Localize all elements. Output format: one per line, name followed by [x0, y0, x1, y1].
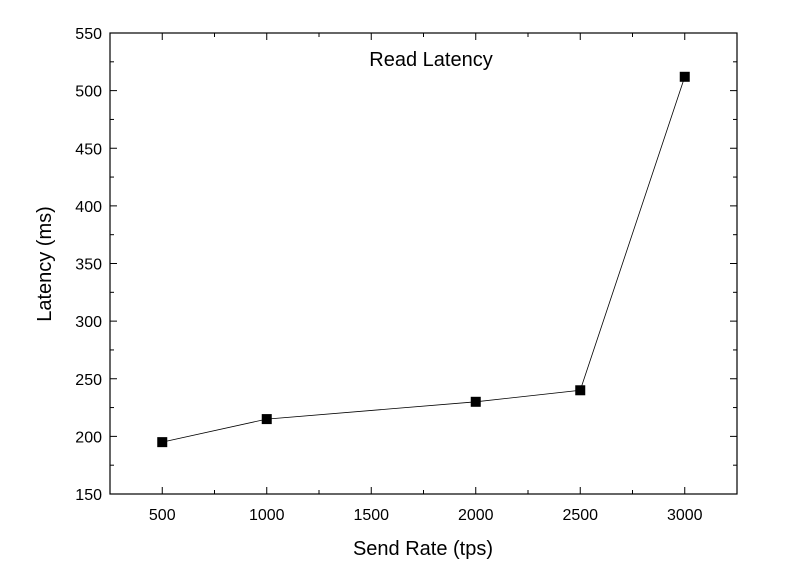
y-tick-label: 400	[75, 199, 102, 216]
plot-frame	[109, 32, 738, 495]
y-tick-label: 550	[75, 26, 102, 43]
data-point	[575, 385, 586, 396]
series-layer	[157, 71, 690, 448]
y-tick-label: 200	[75, 429, 102, 446]
data-point	[157, 437, 168, 448]
x-tick-label: 1000	[249, 507, 285, 524]
x-tick-label: 3000	[667, 507, 703, 524]
series-line	[162, 76, 686, 443]
x-tick-label: 2000	[458, 507, 494, 524]
x-axis-label: Send Rate (tps)	[353, 538, 493, 560]
y-axis-label: Latency (ms)	[34, 206, 56, 322]
data-point	[261, 414, 272, 425]
data-point	[470, 396, 481, 407]
y-tick-label: 500	[75, 84, 102, 101]
y-tick-label: 350	[75, 257, 102, 274]
data-point	[679, 71, 690, 82]
y-tick-label: 150	[75, 487, 102, 504]
x-tick-label: 1500	[353, 507, 389, 524]
y-tick-label: 300	[75, 314, 102, 331]
y-tick-label: 250	[75, 372, 102, 389]
ticks-layer: 500 1000 1500 2000 2500 3000 150 200 250 300 350 40…	[75, 26, 737, 524]
x-tick-label: 2500	[562, 507, 598, 524]
chart-title: Read Latency	[369, 49, 492, 71]
y-tick-label: 450	[75, 141, 102, 158]
x-tick-label: 500	[149, 507, 176, 524]
